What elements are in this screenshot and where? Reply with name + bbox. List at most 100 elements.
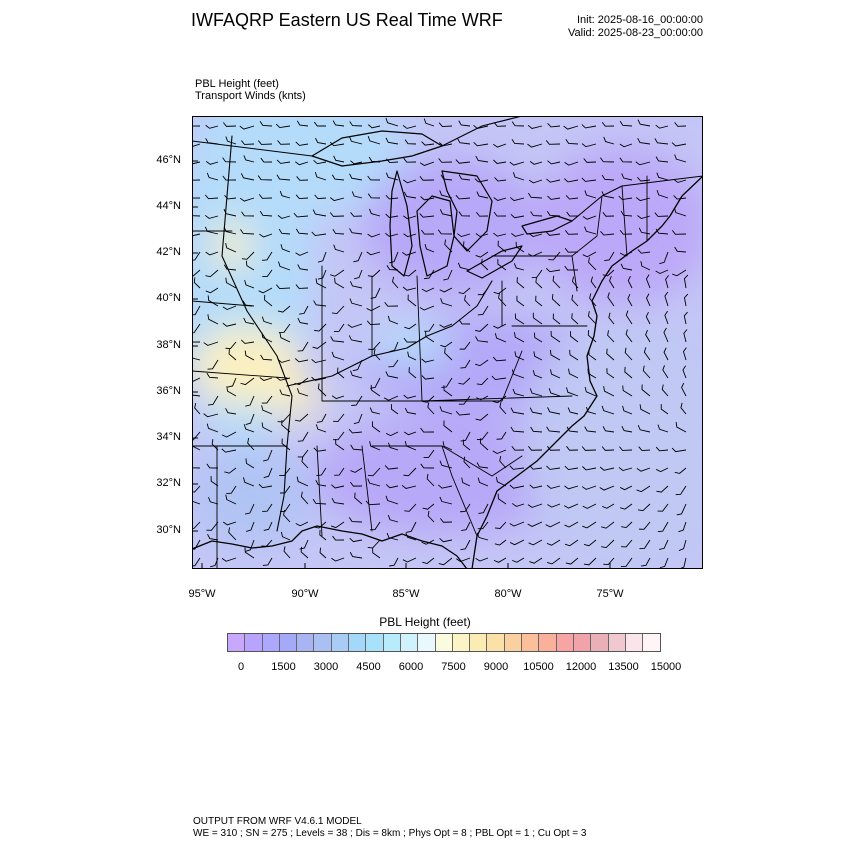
field-labels: PBL Height (feet) Transport Winds (knts) — [195, 78, 306, 102]
wind-barb — [546, 539, 561, 546]
wind-barb — [473, 141, 489, 147]
wind-barb — [330, 521, 345, 529]
colorbar-swatch — [573, 634, 592, 651]
wind-barb — [476, 191, 489, 199]
wind-barb — [403, 467, 417, 477]
wind-barb — [547, 195, 561, 200]
wind-barb — [509, 161, 525, 166]
wind-barb — [243, 477, 255, 487]
wind-barb — [458, 120, 471, 127]
wind-barb — [621, 173, 633, 181]
wind-barb — [654, 138, 669, 145]
wind-barb — [317, 383, 327, 397]
wind-barb — [637, 137, 651, 145]
wind-barb — [420, 427, 435, 433]
wind-barb — [531, 269, 543, 278]
wind-barb — [546, 426, 561, 433]
wind-barb — [621, 521, 633, 529]
wind-barb — [583, 557, 597, 566]
wind-barb — [300, 546, 309, 559]
colorbar-swatch — [504, 634, 523, 651]
wind-barb — [367, 233, 381, 238]
wind-barb — [351, 395, 363, 406]
wind-barb — [296, 176, 309, 181]
wind-barb — [494, 539, 507, 546]
wind-barb — [462, 439, 471, 451]
colorbar-swatch — [522, 634, 540, 651]
wind-barb — [569, 349, 579, 361]
wind-barb — [510, 407, 525, 415]
wind-barb — [260, 157, 273, 163]
wind-barb — [192, 323, 201, 334]
wind-barb — [619, 230, 633, 235]
wind-barb — [529, 388, 543, 397]
wind-barb — [581, 143, 597, 148]
wind-barb — [438, 557, 453, 566]
wind-barb — [566, 426, 579, 433]
wind-barb — [349, 121, 363, 127]
wind-barb — [407, 351, 417, 361]
wind-barb — [423, 449, 435, 458]
wind-barb — [278, 228, 291, 235]
wind-barb — [367, 478, 381, 487]
wind-barb — [206, 521, 219, 531]
wind-barb — [296, 120, 309, 127]
wind-barb — [330, 269, 345, 277]
wind-barb — [618, 467, 633, 471]
wind-barb — [402, 557, 417, 563]
wind-barb — [662, 365, 669, 379]
wind-barb — [618, 195, 633, 200]
wind-barb — [192, 143, 201, 148]
wind-barb — [439, 323, 453, 328]
wind-barb — [311, 359, 327, 364]
wind-barb — [203, 341, 219, 346]
wind-barb — [329, 212, 345, 217]
wind-barb — [527, 521, 543, 527]
wind-barb — [369, 407, 381, 415]
wind-barb — [295, 161, 309, 166]
wind-barb — [475, 251, 489, 258]
wind-barb — [315, 479, 327, 487]
wind-barb — [319, 547, 327, 559]
wind-barb — [496, 431, 507, 440]
wind-barb — [221, 557, 237, 562]
wind-barb — [192, 337, 201, 343]
colorbar-swatch — [608, 634, 626, 651]
wind-barb — [349, 281, 363, 289]
wind-barb — [385, 431, 399, 437]
wind-barb — [406, 521, 417, 533]
wind-barb — [533, 351, 543, 361]
wind-barb — [331, 484, 345, 489]
wind-barb — [565, 557, 579, 565]
lon-label: 85°W — [392, 588, 420, 600]
wind-barb — [546, 465, 561, 470]
wind-barb — [678, 539, 687, 551]
wind-barb — [461, 477, 471, 487]
wind-barb — [419, 176, 435, 181]
wind-barb — [205, 124, 219, 129]
wind-barb — [437, 484, 453, 489]
wind-barb — [455, 411, 471, 416]
wind-barb — [277, 215, 291, 219]
wind-barb — [241, 251, 255, 260]
wind-barb — [259, 210, 273, 217]
wind-barb — [317, 269, 327, 280]
east-coast-outline — [471, 175, 703, 569]
wind-barb — [674, 122, 687, 127]
wind-barb — [369, 208, 381, 217]
wind-barb — [313, 159, 327, 165]
wind-barb — [392, 276, 399, 289]
wind-barb — [619, 446, 633, 451]
wind-barb — [529, 465, 543, 470]
wind-barb — [671, 230, 687, 235]
wind-barb — [581, 485, 597, 490]
wind-barb — [419, 305, 435, 311]
wind-barb — [421, 358, 435, 363]
colorbar-swatch — [625, 634, 644, 651]
wind-barb — [295, 413, 309, 422]
wind-barb — [640, 261, 651, 271]
wind-barb — [493, 287, 507, 295]
wind-barb — [639, 404, 651, 415]
wind-barb — [655, 156, 669, 163]
wind-barb — [404, 139, 417, 145]
